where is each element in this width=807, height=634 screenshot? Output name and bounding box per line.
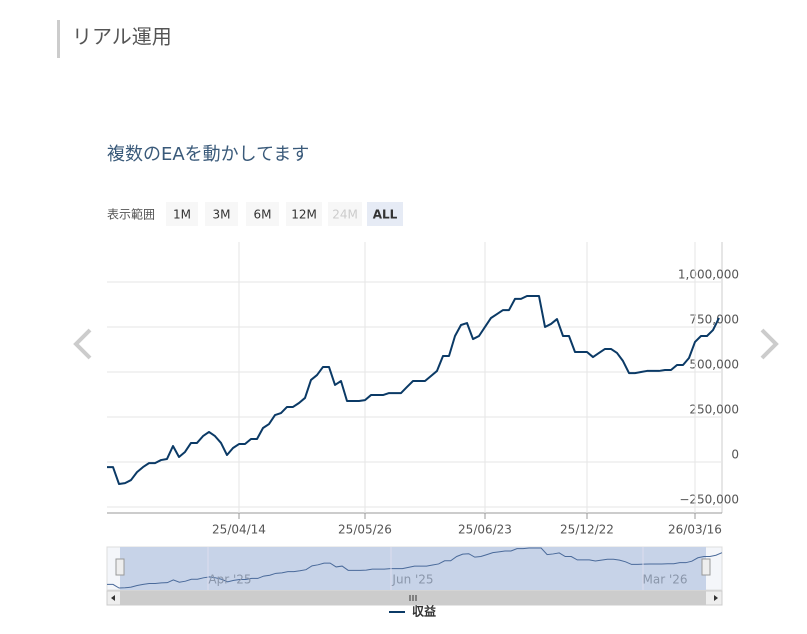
scrollbar-grip bbox=[409, 595, 417, 601]
range-button bbox=[328, 202, 362, 226]
next-arrow[interactable] bbox=[760, 328, 779, 360]
scroll-right[interactable] bbox=[714, 595, 718, 601]
navigator-handle[interactable] bbox=[701, 558, 711, 576]
x-tick-label: 26/03/16 bbox=[668, 523, 722, 537]
range-button[interactable] bbox=[286, 202, 322, 226]
range-button-label[interactable]: 12M bbox=[291, 208, 317, 222]
y-tick-label: 250,000 bbox=[689, 403, 739, 417]
navigator-label: Jun '25 bbox=[391, 573, 433, 587]
x-tick-label: 25/06/23 bbox=[458, 523, 512, 537]
header-title: リアル運用 bbox=[72, 25, 172, 49]
prev-arrow[interactable] bbox=[73, 328, 92, 360]
y-tick-label: 1,000,000 bbox=[678, 267, 739, 281]
navigator-label: Mar '26 bbox=[642, 573, 687, 587]
plot-area bbox=[107, 242, 722, 513]
y-tick-label: 0 bbox=[731, 448, 739, 462]
navigator-line bbox=[107, 547, 723, 589]
series-line bbox=[107, 295, 720, 486]
range-button[interactable] bbox=[246, 202, 279, 226]
header-bar bbox=[57, 20, 60, 58]
range-button-label: 24M bbox=[332, 208, 358, 222]
range-label: 表示範囲 bbox=[107, 207, 155, 222]
range-button-label[interactable]: 3M bbox=[213, 208, 231, 222]
legend-label[interactable]: 収益 bbox=[412, 604, 436, 619]
range-button-label[interactable]: 6M bbox=[254, 208, 272, 222]
range-button-label[interactable]: ALL bbox=[373, 208, 398, 222]
navigator-window[interactable] bbox=[120, 547, 706, 590]
scroll-left[interactable] bbox=[111, 595, 115, 601]
chart-title: 複数のEAを動かしてます bbox=[107, 144, 309, 165]
range-button-label[interactable]: 1M bbox=[173, 208, 191, 222]
y-tick-label: 750,000 bbox=[689, 312, 739, 326]
x-tick-label: 25/04/14 bbox=[212, 523, 266, 537]
navigator-label: Apr '25 bbox=[208, 573, 251, 587]
range-button[interactable] bbox=[166, 202, 198, 226]
x-tick-label: 25/12/22 bbox=[560, 523, 614, 537]
range-button[interactable] bbox=[205, 202, 238, 226]
y-tick-label: 500,000 bbox=[689, 358, 739, 372]
x-tick-label: 25/05/26 bbox=[338, 523, 392, 537]
navigator-handle[interactable] bbox=[115, 558, 125, 576]
y-tick-label: −250,000 bbox=[679, 493, 739, 507]
range-button[interactable] bbox=[367, 202, 403, 226]
